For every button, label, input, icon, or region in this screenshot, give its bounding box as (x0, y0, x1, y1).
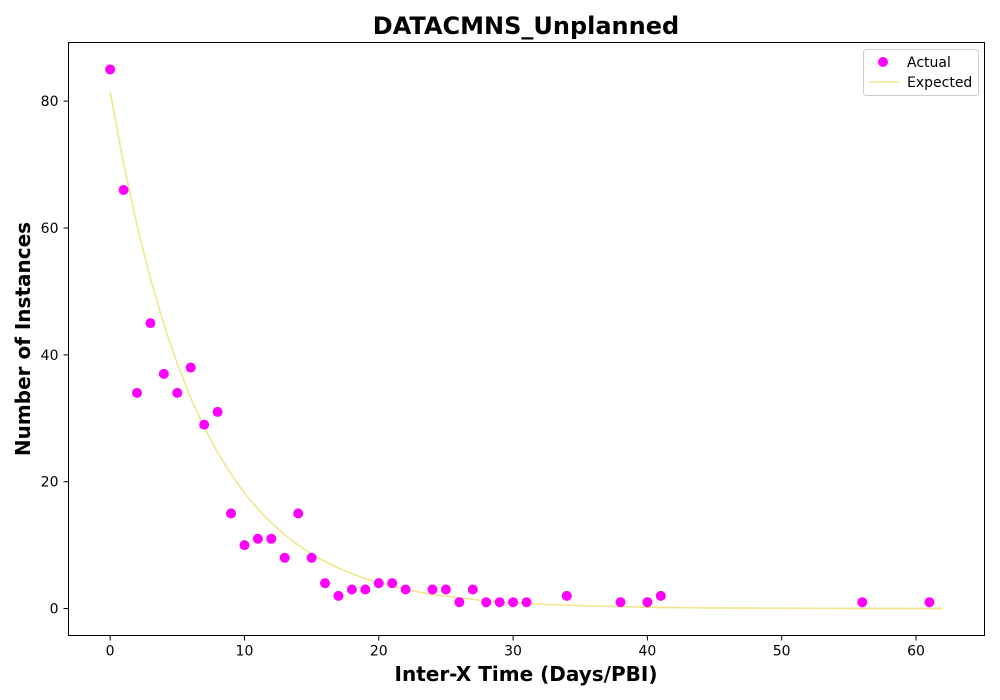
actual-point (924, 597, 935, 608)
legend-label-expected: Expected (907, 75, 972, 91)
actual-point (655, 590, 666, 601)
actual-point (185, 362, 196, 373)
actual-point (333, 590, 344, 601)
actual-point (158, 368, 169, 379)
actual-point (293, 508, 304, 519)
legend-label-actual: Actual (907, 55, 951, 71)
x-axis-label: Inter-X Time (Days/PBI) (395, 662, 658, 686)
actual-point (226, 508, 237, 519)
actual-point (427, 584, 438, 595)
actual-point (131, 387, 142, 398)
actual-point (387, 578, 398, 589)
y-tick-label: 80 (41, 94, 59, 110)
actual-point (105, 64, 116, 75)
y-tick-label: 40 (41, 348, 59, 364)
y-axis-label: Number of Instances (11, 222, 35, 456)
actual-point (145, 318, 156, 329)
plot-frame (68, 42, 985, 636)
actual-point (320, 578, 331, 589)
axis-ticks: 0 10 20 30 40 50 60 0 20 40 60 80 (41, 94, 925, 659)
actual-point (199, 419, 210, 430)
x-tick-label: 60 (907, 644, 925, 660)
expected-line (109, 91, 943, 610)
x-tick-label: 20 (370, 644, 388, 660)
actual-point (346, 584, 357, 595)
actual-point (440, 584, 451, 595)
actual-point (400, 584, 411, 595)
actual-point (481, 597, 492, 608)
legend: Actual Expected (863, 49, 979, 96)
x-tick-label: 40 (638, 644, 656, 660)
y-tick-label: 60 (41, 221, 59, 237)
y-tick-label: 20 (41, 475, 59, 491)
actual-point (306, 552, 317, 563)
x-tick-label: 50 (773, 644, 791, 660)
actual-point (615, 597, 626, 608)
expected-series (109, 91, 943, 610)
actual-point (172, 387, 183, 398)
actual-point (252, 533, 263, 544)
actual-point (239, 540, 250, 551)
actual-point (521, 597, 532, 608)
actual-point (279, 552, 290, 563)
actual-point (454, 597, 465, 608)
legend-box (863, 49, 979, 96)
y-tick-label: 0 (50, 602, 59, 618)
actual-point (118, 184, 129, 195)
actual-point (360, 584, 371, 595)
actual-point (642, 597, 653, 608)
x-tick-label: 0 (106, 644, 115, 660)
actual-point (561, 590, 572, 601)
actual-point (467, 584, 478, 595)
x-tick-label: 10 (236, 644, 254, 660)
legend-marker-actual (878, 57, 888, 67)
actual-point (373, 578, 384, 589)
actual-point (857, 597, 868, 608)
actual-point (494, 597, 505, 608)
actual-point (212, 406, 223, 417)
actual-point (266, 533, 277, 544)
actual-point (508, 597, 519, 608)
actual-series (105, 64, 935, 608)
x-tick-label: 30 (504, 644, 522, 660)
chart-title: DATACMNS_Unplanned (373, 12, 679, 40)
